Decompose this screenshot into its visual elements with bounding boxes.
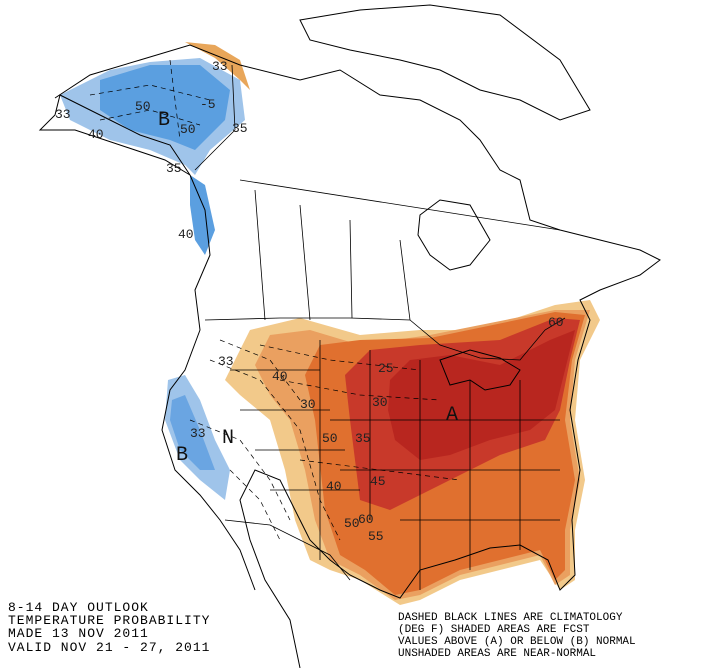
legend-line: DASHED BLACK LINES ARE CLIMATOLOGY	[398, 612, 623, 624]
map-labels: 33 50 B 50 -5 33 40 35 35 40 33 N 33 B 4…	[55, 59, 564, 544]
contour-label: 40	[272, 369, 288, 384]
contour-label: 50	[322, 431, 338, 446]
contour-label: 50	[180, 122, 196, 137]
contour-label: 33	[212, 59, 228, 74]
info-line: TEMPERATURE PROBABILITY	[8, 613, 210, 628]
contour-label: 30	[300, 397, 316, 412]
outlines	[38, 4, 661, 668]
info-line: MADE 13 NOV 2011	[8, 626, 149, 641]
legend-block: DASHED BLACK LINES ARE CLIMATOLOGY (DEG …	[398, 612, 636, 660]
contour-label: 40	[88, 127, 104, 142]
alaska-border	[194, 64, 236, 171]
info-line: 8-14 DAY OUTLOOK	[8, 600, 149, 615]
contour-label: -5	[200, 97, 216, 112]
info-block: 8-14 DAY OUTLOOK TEMPERATURE PROBABILITY…	[8, 600, 210, 655]
category-letter: A	[446, 404, 458, 427]
category-letter: B	[176, 444, 188, 467]
coastline	[54, 44, 661, 668]
below-alaska-dark	[100, 65, 230, 150]
climatology	[89, 59, 461, 541]
shading	[60, 42, 600, 605]
contour-label: 40	[178, 227, 194, 242]
contour-label: 33	[190, 426, 206, 441]
category-letter: N	[222, 427, 234, 450]
above-arctic-coast	[185, 42, 250, 90]
contour-label: 35	[166, 161, 182, 176]
province-lines	[239, 179, 561, 321]
coastline-west	[161, 174, 256, 591]
clim-line	[189, 339, 461, 541]
mexico-border	[224, 519, 351, 581]
below-bc-coast	[190, 175, 215, 255]
above-70	[388, 330, 575, 460]
hudson-bay	[417, 199, 491, 271]
great-lakes	[439, 349, 521, 391]
contour-label: 25	[378, 361, 394, 376]
legend-line: UNSHADED AREAS ARE NEAR-NORMAL	[398, 648, 596, 660]
alaska-coast	[38, 94, 191, 176]
contour-label: 50	[344, 516, 360, 531]
contour-label: 60	[548, 315, 564, 330]
contour-label: 40	[326, 479, 342, 494]
clim-line-alaska	[89, 59, 211, 141]
contour-label: 55	[368, 529, 384, 544]
contour-label: 50	[135, 99, 151, 114]
info-line: VALID NOV 21 - 27, 2011	[8, 640, 210, 655]
contour-label: 30	[372, 395, 388, 410]
contour-label: 35	[232, 121, 248, 136]
contour-label: 60	[358, 512, 374, 527]
category-letter: B	[158, 109, 170, 132]
contour-label: 45	[370, 474, 386, 489]
arctic-islands	[299, 4, 591, 121]
contour-label: 35	[355, 431, 371, 446]
canada-us-border	[204, 317, 566, 361]
below-west-coast-dark	[170, 395, 215, 470]
legend-line: (DEG F) SHADED AREAS ARE FCST	[398, 624, 590, 636]
legend-line: VALUES ABOVE (A) OR BELOW (B) NORMAL	[398, 636, 636, 648]
contour-label: 33	[218, 354, 234, 369]
contour-label: 33	[55, 107, 71, 122]
